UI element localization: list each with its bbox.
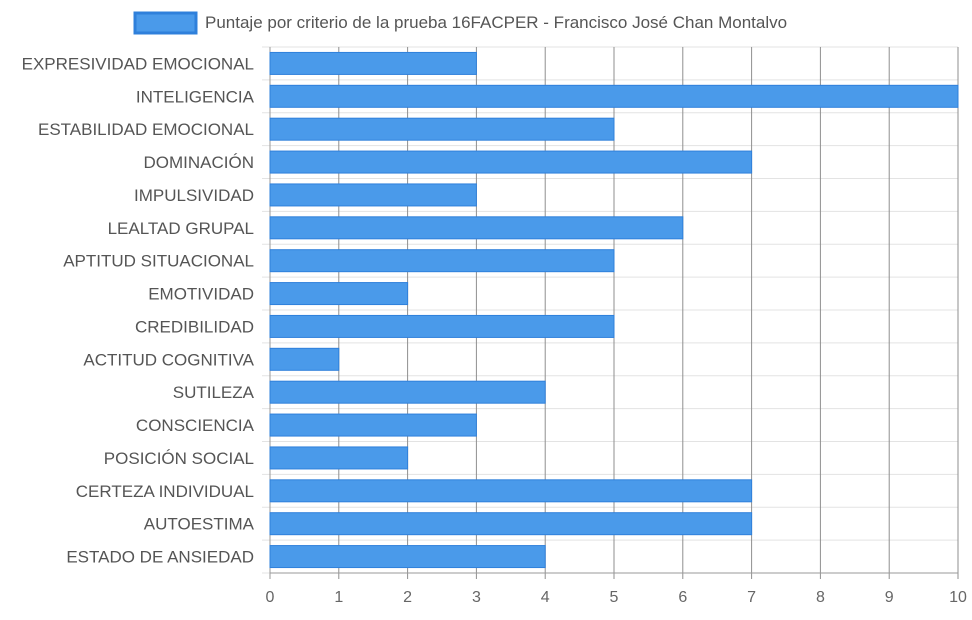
x-tick-label: 7 xyxy=(747,589,756,606)
axis-layer: 0 1 2 3 4 5 6 7 8 9 10 EXPRESIVIDAD EMOCIONAL INTELI… xyxy=(22,54,967,606)
y-tick-label: ESTABILIDAD EMOCIONAL xyxy=(38,120,254,139)
bar xyxy=(269,446,409,470)
y-tick-label: DOMINACIÓN xyxy=(144,153,255,172)
y-tick-label: SUTILEZA xyxy=(173,383,255,402)
y-tick-label: ACTITUD COGNITIVA xyxy=(83,350,254,369)
y-tick-label: EXPRESIVIDAD EMOCIONAL xyxy=(22,54,254,73)
y-tick-label: IMPULSIVIDAD xyxy=(134,186,254,205)
bar xyxy=(269,117,615,141)
y-tick-label: POSICIÓN SOCIAL xyxy=(104,449,254,468)
legend[interactable]: Puntaje por criterio de la prueba 16FACP… xyxy=(133,11,787,35)
bar xyxy=(269,216,684,240)
y-tick-label: AUTOESTIMA xyxy=(144,515,255,534)
bars-layer xyxy=(269,51,959,569)
bar xyxy=(269,479,753,503)
x-tick-label: 3 xyxy=(472,589,481,606)
y-tick-label: APTITUD SITUACIONAL xyxy=(63,252,254,271)
x-tick-label: 1 xyxy=(334,589,343,606)
x-tick-label: 9 xyxy=(885,589,894,606)
y-tick-label: CREDIBILIDAD xyxy=(135,317,254,336)
bar xyxy=(269,150,753,174)
bar xyxy=(269,51,477,75)
x-tick-label: 8 xyxy=(816,589,825,606)
y-tick-label: ESTADO DE ANSIEDAD xyxy=(66,548,254,567)
bar xyxy=(269,282,409,306)
y-tick-label: INTELIGENCIA xyxy=(136,87,255,106)
x-tick-label: 2 xyxy=(403,589,412,606)
bar xyxy=(269,314,615,338)
y-tick-label: EMOTIVIDAD xyxy=(148,285,254,304)
y-tick-label: CONSCIENCIA xyxy=(136,416,255,435)
bar xyxy=(269,249,615,273)
legend-swatch xyxy=(133,11,198,35)
bar xyxy=(269,545,546,569)
x-tick-label: 6 xyxy=(678,589,687,606)
bar xyxy=(269,512,753,536)
x-tick-label: 5 xyxy=(610,589,619,606)
x-tick-label: 4 xyxy=(541,589,550,606)
x-tick-label: 10 xyxy=(949,589,967,606)
bar xyxy=(269,413,477,437)
bar xyxy=(269,380,546,404)
bar xyxy=(269,347,340,371)
bar xyxy=(269,183,477,207)
legend-label: Puntaje por criterio de la prueba 16FACP… xyxy=(205,13,787,32)
y-tick-label: LEALTAD GRUPAL xyxy=(108,219,254,238)
x-tick-label: 0 xyxy=(266,589,275,606)
bar xyxy=(269,84,959,108)
y-tick-label: CERTEZA INDIVIDUAL xyxy=(76,482,254,501)
